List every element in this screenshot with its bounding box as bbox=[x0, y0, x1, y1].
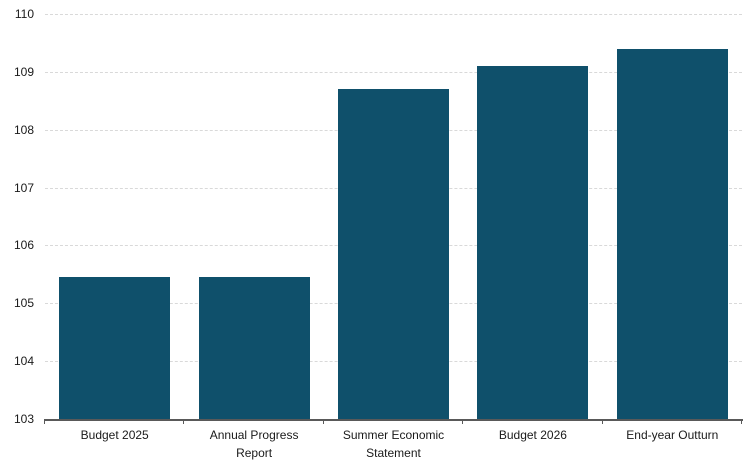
bar bbox=[338, 89, 449, 419]
x-axis-tick bbox=[601, 419, 603, 424]
x-category-label: Summer Economic Statement bbox=[342, 428, 445, 460]
bar bbox=[59, 277, 171, 419]
y-tick-label: 107 bbox=[13, 180, 34, 195]
x-axis-tick bbox=[322, 419, 324, 424]
x-axis-tick bbox=[44, 419, 45, 424]
x-category-label: Annual Progress Report bbox=[209, 428, 299, 460]
y-tick-label: 110 bbox=[14, 7, 34, 21]
x-axis-tick bbox=[462, 419, 464, 424]
x-category-label: Budget 2025 bbox=[80, 428, 149, 442]
y-tick-label: 105 bbox=[13, 296, 34, 311]
y-tick-label: 104 bbox=[13, 354, 34, 369]
bar bbox=[198, 277, 310, 419]
x-category-label: Budget 2026 bbox=[498, 428, 567, 442]
bar bbox=[477, 66, 589, 419]
gridline bbox=[45, 71, 742, 73]
bar bbox=[616, 48, 728, 419]
y-tick-label: 103 bbox=[13, 412, 34, 426]
x-axis-tick bbox=[741, 419, 742, 424]
y-tick-label: 109 bbox=[13, 64, 34, 79]
y-tick-label: 108 bbox=[13, 122, 34, 137]
y-tick-label: 106 bbox=[13, 238, 34, 253]
gridline bbox=[45, 14, 742, 15]
x-axis-line bbox=[44, 419, 743, 421]
x-axis-tick bbox=[183, 419, 185, 424]
x-category-label: End-year Outturn bbox=[626, 428, 719, 442]
